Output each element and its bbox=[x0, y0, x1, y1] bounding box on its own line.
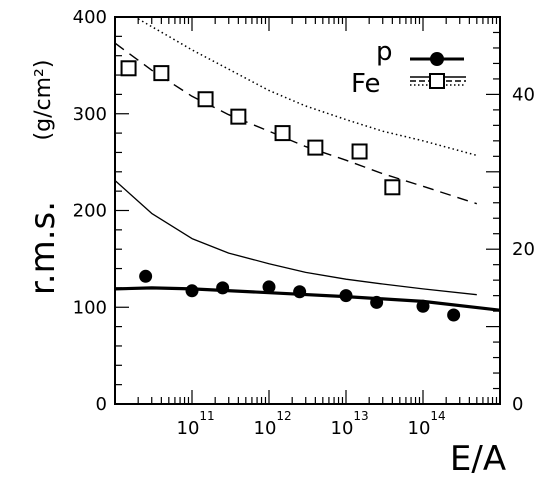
curve-dotted bbox=[137, 18, 477, 157]
y-axis-title: r.m.s. (g/cm²) bbox=[23, 60, 63, 296]
data-point-p bbox=[447, 308, 461, 322]
data-point-fe bbox=[153, 65, 170, 82]
data-point-fe bbox=[120, 60, 137, 77]
left-tick-label: 400 bbox=[73, 7, 107, 28]
left-tick-label: 300 bbox=[73, 104, 107, 125]
legend-label-p: p bbox=[376, 37, 393, 67]
right-tick-label: 20 bbox=[512, 239, 535, 260]
data-point-p bbox=[216, 281, 230, 295]
data-point-p bbox=[262, 280, 276, 294]
markers bbox=[120, 60, 461, 322]
data-point-fe bbox=[230, 108, 247, 125]
right-tick-label: 0 bbox=[512, 394, 523, 415]
y-axis-title-main: r.m.s. bbox=[23, 201, 63, 295]
curve-thin-solid bbox=[115, 180, 477, 296]
legend: p Fe bbox=[351, 37, 466, 99]
data-point-p bbox=[139, 269, 153, 283]
right-axis-ticks: 0 20 40 bbox=[486, 16, 535, 415]
x-tick-label-exponent: 13 bbox=[353, 409, 368, 423]
x-axis-title: E/A bbox=[450, 439, 506, 479]
data-point-p bbox=[370, 295, 384, 309]
data-point-fe bbox=[351, 143, 368, 160]
x-tick-label: 10 bbox=[177, 418, 200, 439]
x-tick-label-exponent: 11 bbox=[199, 409, 214, 423]
legend-marker-fe bbox=[429, 73, 445, 89]
left-tick-label: 200 bbox=[73, 201, 107, 222]
data-point-p bbox=[293, 285, 307, 299]
x-tick-label: 10 bbox=[254, 418, 277, 439]
data-point-fe bbox=[384, 179, 401, 196]
left-axis-ticks: 0 100 200 300 400 bbox=[73, 7, 129, 415]
data-point-fe bbox=[307, 139, 324, 156]
right-tick-label: 40 bbox=[512, 84, 535, 105]
legend-label-fe: Fe bbox=[351, 69, 381, 99]
data-point-p bbox=[416, 299, 430, 313]
data-point-p bbox=[185, 284, 199, 298]
data-point-fe bbox=[274, 125, 291, 142]
x-tick-label-exponent: 12 bbox=[276, 409, 291, 423]
legend-marker-p bbox=[430, 52, 444, 66]
left-tick-label: 100 bbox=[73, 297, 107, 318]
data-point-p bbox=[339, 289, 353, 303]
data-point-fe bbox=[197, 91, 214, 108]
x-tick-label-exponent: 14 bbox=[430, 409, 445, 423]
left-tick-label: 0 bbox=[96, 394, 107, 415]
y-axis-title-units: (g/cm²) bbox=[31, 60, 56, 141]
x-tick-label: 10 bbox=[331, 418, 354, 439]
x-tick-label: 10 bbox=[408, 418, 431, 439]
